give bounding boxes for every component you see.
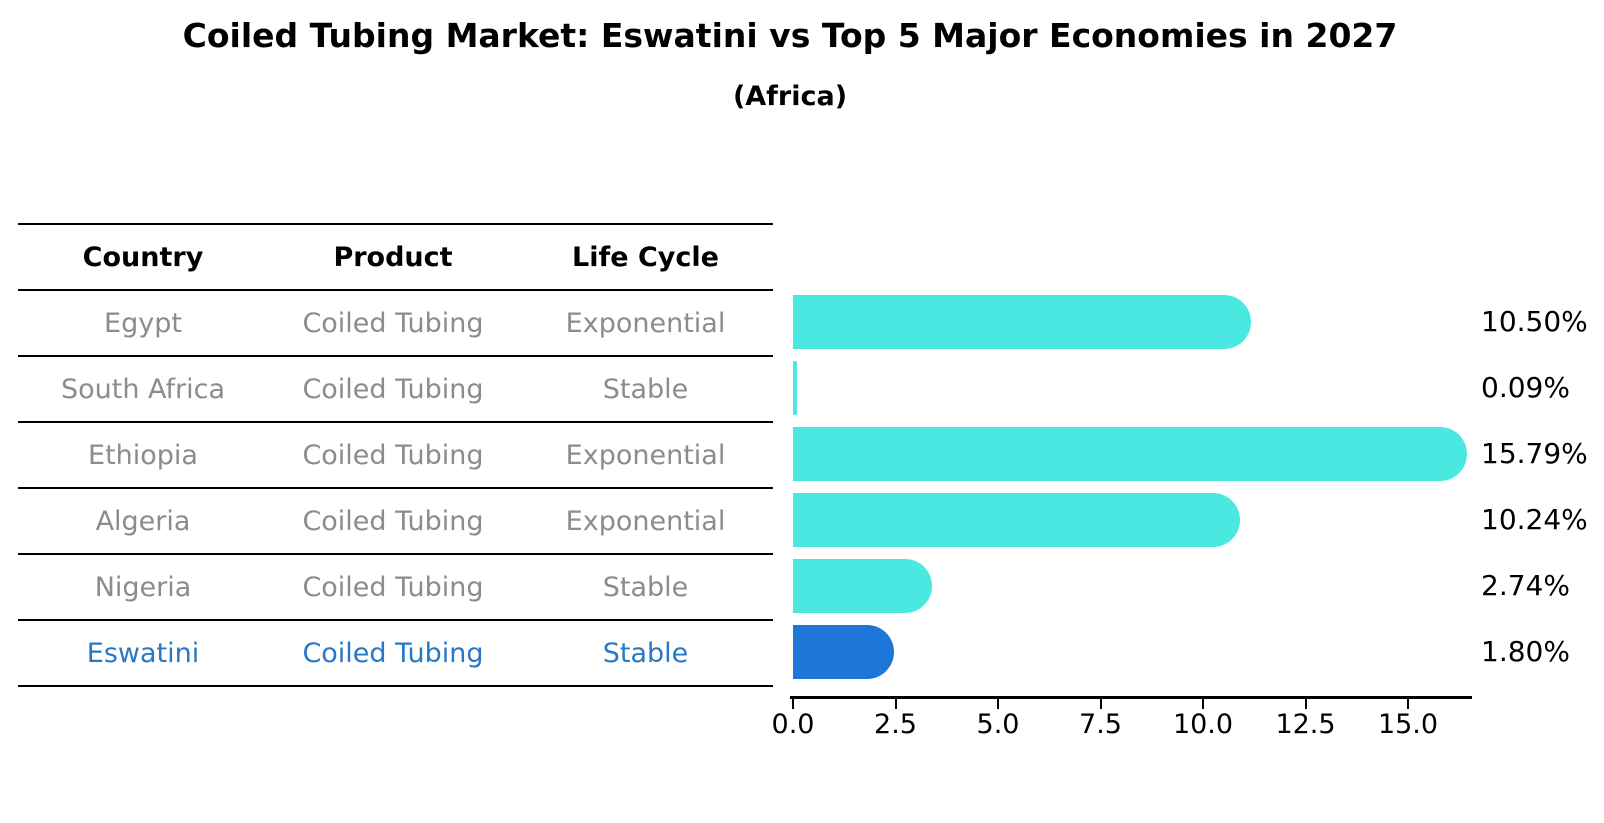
x-axis-line bbox=[790, 696, 1472, 699]
country-table: Country Product Life Cycle Egypt Coiled Tub… bbox=[18, 223, 773, 687]
x-tick-label: 7.5 bbox=[1079, 709, 1122, 740]
cell-life_cycle: Exponential bbox=[565, 439, 726, 471]
chart-subtitle: (Africa) bbox=[732, 81, 848, 112]
cell-life_cycle: Exponential bbox=[565, 307, 726, 339]
cell-life_cycle: Stable bbox=[602, 571, 689, 603]
bar-south-africa bbox=[793, 361, 797, 415]
cell-product: Coiled Tubing bbox=[302, 439, 484, 471]
chart-title: Coiled Tubing Market: Eswatini vs Top 5 … bbox=[182, 16, 1398, 55]
table-header-row: Country Product Life Cycle bbox=[18, 223, 773, 291]
table-row-south-africa: South Africa Coiled Tubing Stable bbox=[18, 357, 773, 423]
cell-product: Coiled Tubing bbox=[302, 373, 484, 405]
cell-country: South Africa bbox=[60, 373, 226, 405]
x-tick-mark bbox=[1202, 699, 1204, 709]
cell-product: Coiled Tubing bbox=[302, 571, 484, 603]
value-label-algeria: 10.24% bbox=[1481, 503, 1588, 536]
bar-eswatini bbox=[793, 625, 894, 679]
x-tick-label: 2.5 bbox=[874, 709, 917, 740]
table-row-egypt: Egypt Coiled Tubing Exponential bbox=[18, 291, 773, 357]
cell-life_cycle: Exponential bbox=[565, 505, 726, 537]
table-row-algeria: Algeria Coiled Tubing Exponential bbox=[18, 489, 773, 555]
value-label-egypt: 10.50% bbox=[1481, 305, 1588, 338]
x-tick-mark bbox=[792, 699, 794, 709]
cell-life_cycle: Stable bbox=[602, 373, 689, 405]
x-tick-label: 12.5 bbox=[1275, 709, 1336, 740]
bar-egypt bbox=[793, 295, 1251, 349]
cell-product: Coiled Tubing bbox=[302, 637, 484, 669]
bar-algeria bbox=[793, 493, 1240, 547]
cell-country: Ethiopia bbox=[88, 439, 198, 471]
value-label-nigeria: 2.74% bbox=[1481, 569, 1570, 602]
table-header-product: Product bbox=[333, 241, 453, 273]
x-tick-mark bbox=[997, 699, 999, 709]
cell-country: Algeria bbox=[95, 505, 191, 537]
x-tick-label: 15.0 bbox=[1377, 709, 1439, 740]
cell-country: Nigeria bbox=[94, 571, 192, 603]
cell-life_cycle: Stable bbox=[602, 637, 689, 669]
cell-country: Egypt bbox=[104, 307, 182, 339]
table-row-ethiopia: Ethiopia Coiled Tubing Exponential bbox=[18, 423, 773, 489]
x-tick-mark bbox=[1407, 699, 1409, 709]
table-body: Egypt Coiled Tubing Exponential South Afric… bbox=[18, 291, 773, 687]
bar-nigeria bbox=[793, 559, 933, 613]
value-label-ethiopia: 15.79% bbox=[1481, 437, 1588, 470]
x-tick-label: 5.0 bbox=[976, 709, 1020, 740]
table-header-life_cycle: Life Cycle bbox=[572, 241, 719, 273]
value-label-south-africa: 0.09% bbox=[1481, 371, 1570, 404]
cell-product: Coiled Tubing bbox=[302, 505, 484, 537]
x-tick-mark bbox=[1099, 699, 1102, 709]
table-row-eswatini: Eswatini Coiled Tubing Stable bbox=[18, 621, 773, 687]
value-label-eswatini: 1.80% bbox=[1481, 635, 1570, 668]
cell-country: Eswatini bbox=[86, 637, 200, 669]
x-tick-mark bbox=[1304, 699, 1307, 709]
x-tick-mark bbox=[894, 699, 897, 709]
cell-product: Coiled Tubing bbox=[302, 307, 484, 339]
bar-ethiopia bbox=[793, 427, 1468, 481]
table-row-nigeria: Nigeria Coiled Tubing Stable bbox=[18, 555, 773, 621]
table-header-country: Country bbox=[82, 241, 204, 273]
x-tick-label: 10.0 bbox=[1172, 709, 1234, 740]
x-tick-label: 0.0 bbox=[771, 709, 815, 740]
